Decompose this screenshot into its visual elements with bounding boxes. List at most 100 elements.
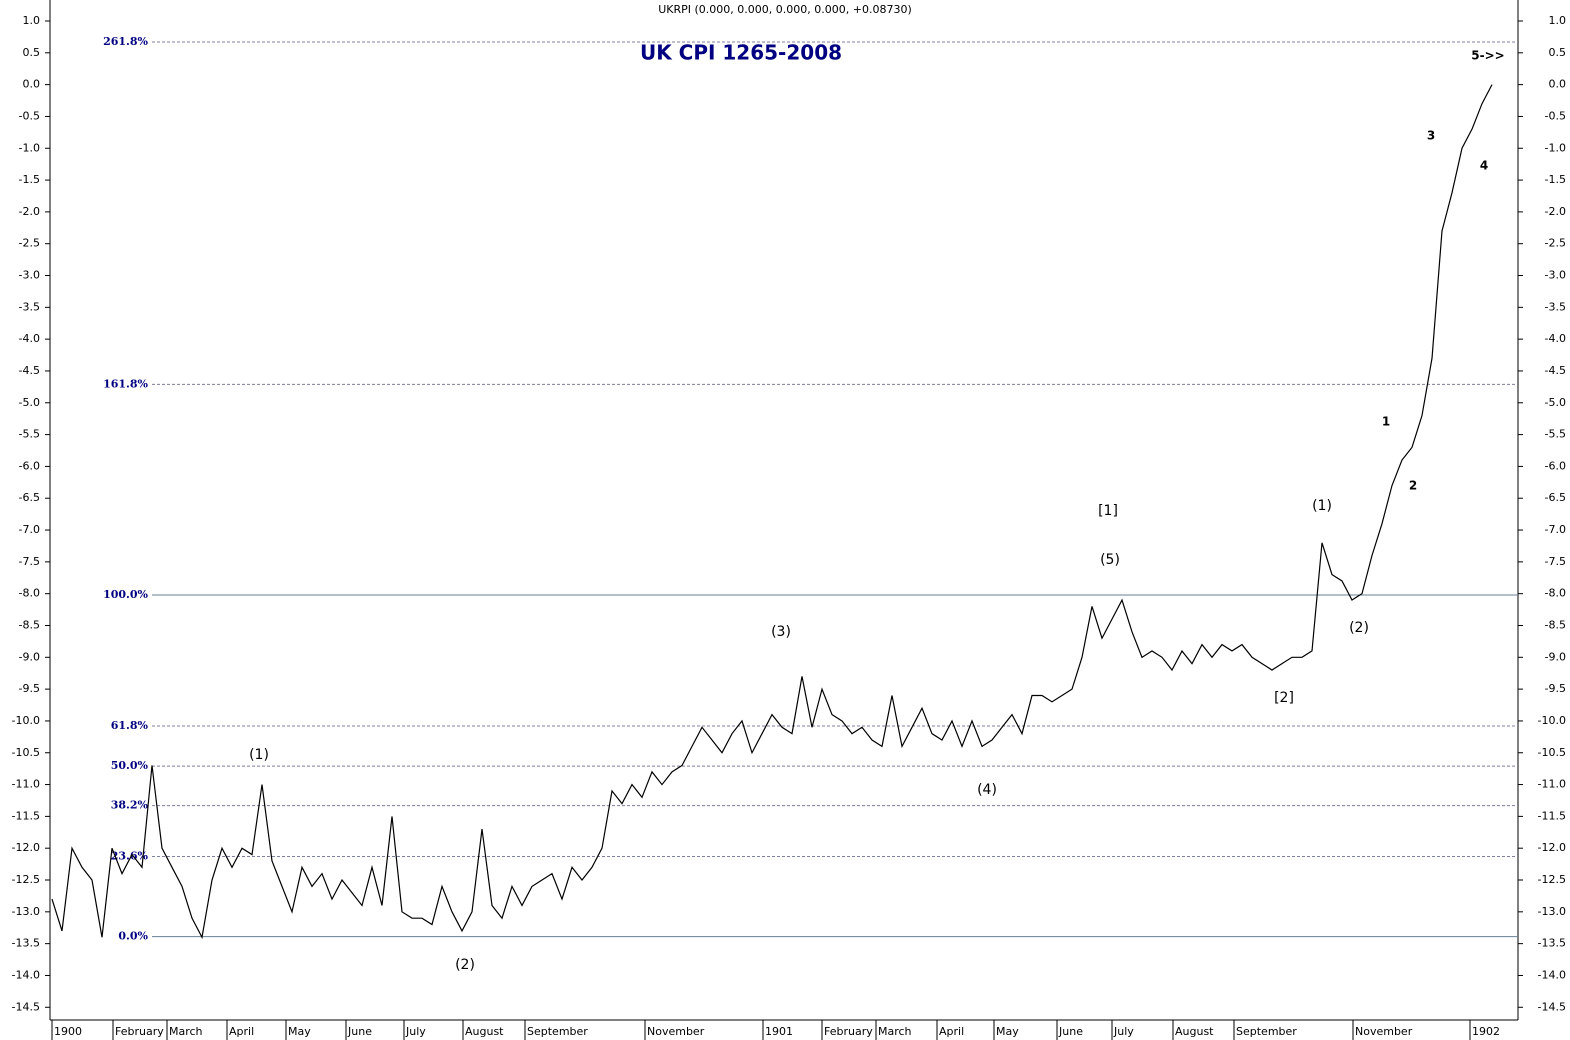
level-label: 161.8% — [103, 377, 148, 390]
y-tick-label: -7.0 — [19, 523, 40, 536]
y2-tick-label: -14.5 — [1538, 1000, 1566, 1013]
y-tick-label: -11.0 — [12, 778, 40, 791]
y-tick-label: -4.0 — [19, 332, 40, 345]
y2-tick-label: -6.5 — [1545, 491, 1566, 504]
x-tick-label: 1902 — [1472, 1025, 1500, 1038]
x-tick-label: September — [1236, 1025, 1297, 1038]
y2-tick-label: -9.5 — [1545, 682, 1566, 695]
y-tick-label: -13.5 — [12, 937, 40, 950]
level-label: 61.8% — [111, 719, 149, 732]
level-label: 50.0% — [111, 759, 149, 772]
y-tick-label: -8.0 — [19, 587, 40, 600]
x-tick-label: March — [169, 1025, 203, 1038]
price-line — [51, 84, 1493, 940]
level-label: 38.2% — [111, 799, 149, 812]
y-tick-label: -10.5 — [12, 746, 40, 759]
y-tick-label: -1.5 — [19, 173, 40, 186]
y-tick-label: -2.0 — [19, 205, 40, 218]
y-tick-label: -0.5 — [19, 109, 40, 122]
y2-tick-label: -0.5 — [1545, 109, 1566, 122]
y-tick-label: 1.0 — [23, 14, 41, 27]
y2-tick-label: -3.5 — [1545, 300, 1566, 313]
wave-label: 3 — [1427, 129, 1435, 143]
y2-tick-label: -13.5 — [1538, 937, 1566, 950]
y2-tick-label: -11.5 — [1538, 809, 1566, 822]
y-tick-label: -9.0 — [19, 650, 40, 663]
y2-tick-label: 1.0 — [1549, 14, 1567, 27]
y2-tick-label: 0.5 — [1549, 46, 1567, 59]
y2-tick-label: 0.0 — [1549, 78, 1567, 91]
y2-tick-label: -6.0 — [1545, 459, 1566, 472]
x-tick-label: June — [1058, 1025, 1083, 1038]
y-tick-label: 0.0 — [23, 78, 41, 91]
y2-tick-label: -13.0 — [1538, 905, 1566, 918]
x-tick-label: May — [288, 1025, 311, 1038]
wave-label: 2 — [1409, 479, 1417, 493]
x-tick-label: July — [405, 1025, 426, 1038]
y2-tick-label: -4.0 — [1545, 332, 1566, 345]
y2-tick-label: -7.5 — [1545, 555, 1566, 568]
level-label: 261.8% — [103, 35, 148, 48]
level-label: 0.0% — [118, 930, 148, 943]
wave-label: (5) — [1100, 552, 1120, 568]
x-tick-label: August — [1175, 1025, 1214, 1038]
level-label: 23.6% — [111, 849, 149, 862]
y2-tick-label: -1.0 — [1545, 141, 1566, 154]
x-tick-label: 1901 — [765, 1025, 793, 1038]
y2-tick-label: -10.5 — [1538, 746, 1566, 759]
x-tick-label: February — [115, 1025, 164, 1038]
wave-label: [2] — [1274, 690, 1294, 706]
y-tick-label: -12.5 — [12, 873, 40, 886]
y-tick-label: -14.0 — [12, 968, 40, 981]
y2-tick-label: -5.0 — [1545, 396, 1566, 409]
x-tick-label: May — [996, 1025, 1019, 1038]
y-tick-label: -4.5 — [19, 364, 40, 377]
y-tick-label: -10.0 — [12, 714, 40, 727]
x-tick-label: February — [824, 1025, 873, 1038]
y-tick-label: -3.5 — [19, 300, 40, 313]
header: UKRPI (0.000, 0.000, 0.000, 0.000, +0.08… — [658, 3, 912, 16]
x-tick-label: November — [647, 1025, 705, 1038]
y2-tick-label: -9.0 — [1545, 650, 1566, 663]
y-tick-label: 0.5 — [23, 46, 41, 59]
y-tick-label: -3.0 — [19, 269, 40, 282]
wave-label: (3) — [771, 624, 791, 640]
y2-tick-label: -2.5 — [1545, 237, 1566, 250]
x-tick-label: November — [1355, 1025, 1413, 1038]
y2-tick-label: -8.0 — [1545, 587, 1566, 600]
x-tick-label: July — [1113, 1025, 1134, 1038]
level-label: 100.0% — [103, 588, 148, 601]
y-tick-label: -13.0 — [12, 905, 40, 918]
y2-tick-label: -2.0 — [1545, 205, 1566, 218]
y2-tick-label: -12.5 — [1538, 873, 1566, 886]
y-tick-label: -14.5 — [12, 1000, 40, 1013]
wave-label: 1 — [1382, 415, 1390, 429]
y2-tick-label: -12.0 — [1538, 841, 1566, 854]
y-tick-label: -5.5 — [19, 428, 40, 441]
wave-label: (1) — [249, 747, 269, 763]
x-tick-label: 1900 — [54, 1025, 82, 1038]
y-tick-label: -9.5 — [19, 682, 40, 695]
y-tick-label: -5.0 — [19, 396, 40, 409]
wave-label: (1) — [1312, 498, 1332, 514]
x-tick-label: August — [465, 1025, 504, 1038]
x-tick-label: April — [229, 1025, 254, 1038]
wave-label: (4) — [977, 782, 997, 798]
wave-label: (2) — [1349, 620, 1369, 636]
y-tick-label: -8.5 — [19, 618, 40, 631]
x-tick-label: April — [939, 1025, 964, 1038]
y2-tick-label: -1.5 — [1545, 173, 1566, 186]
x-tick-label: March — [878, 1025, 912, 1038]
x-tick-label: June — [347, 1025, 372, 1038]
y2-tick-label: -14.0 — [1538, 968, 1566, 981]
y2-tick-label: -10.0 — [1538, 714, 1566, 727]
wave-label: [1] — [1098, 503, 1118, 519]
y-tick-label: -2.5 — [19, 237, 40, 250]
x-tick-label: September — [527, 1025, 588, 1038]
y-tick-label: -12.0 — [12, 841, 40, 854]
y2-tick-label: -4.5 — [1545, 364, 1566, 377]
wave-label: (2) — [455, 957, 475, 973]
y-tick-label: -1.0 — [19, 141, 40, 154]
chart-title: UK CPI 1265-2008 — [640, 41, 842, 65]
